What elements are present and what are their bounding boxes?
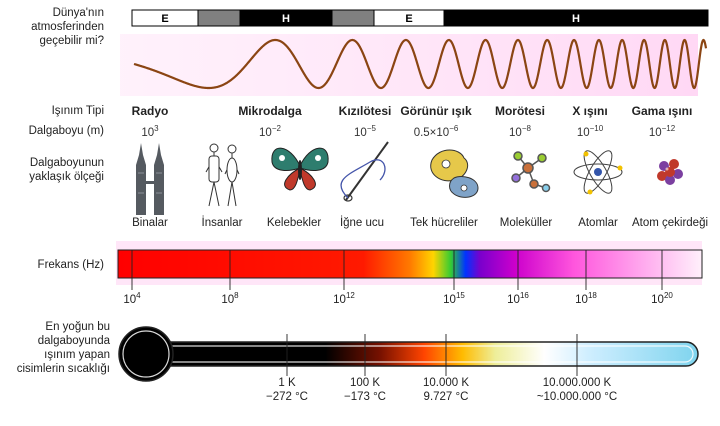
wavelength-value: 10−10	[576, 124, 604, 139]
needle-icon	[340, 141, 389, 202]
molecule-icon	[511, 151, 551, 193]
atmosphere-segment-label: E	[405, 13, 412, 25]
radiation-type-name: Görünür ışık	[400, 104, 472, 118]
butterfly-icon	[271, 147, 329, 191]
scale-object-name: Moleküller	[499, 217, 553, 229]
temperature-celsius: −272 °C	[265, 391, 308, 403]
radiation-type-name: Radyo	[131, 104, 169, 118]
temperature-kelvin: 100 K	[349, 377, 381, 389]
atom-icon	[573, 150, 623, 195]
thermometer-bulb-ring	[122, 330, 170, 378]
frequency-tick-label: 1016	[507, 291, 529, 306]
wavelength-value: 10−2	[259, 124, 281, 139]
frequency-tick-label: 1020	[651, 291, 673, 306]
frequency-tick-label: 108	[221, 291, 239, 306]
temperature-kelvin: 1 K	[278, 377, 296, 389]
scale-object-name: Atom çekirdeği	[631, 217, 709, 229]
frequency-tick-label: 1012	[333, 291, 355, 306]
temperature-celsius: 9.727 °C	[423, 391, 469, 403]
wavelength-value: 10−8	[509, 124, 531, 139]
radiation-type-name: Kızılötesi	[338, 104, 392, 118]
buildings-icon	[136, 143, 164, 215]
atmosphere-segment	[197, 9, 241, 27]
scale-object-name: Binalar	[132, 217, 168, 229]
atmosphere-segment-label: H	[282, 13, 290, 25]
radiation-type-name: X ışını	[572, 104, 608, 118]
temperature-label: En yoğun bu dalgaboyunda ışınım yapan ci…	[16, 321, 110, 375]
atmosphere-segment	[443, 9, 709, 27]
frequency-ticks	[131, 250, 663, 290]
thermometer-bulb	[118, 326, 174, 382]
frequency-label: Frekans (Hz)	[37, 259, 104, 271]
temperature-celsius: ~10.000.000 °C	[536, 391, 618, 403]
frequency-tick-label: 1015	[443, 291, 465, 306]
temperature-celsius: −173 °C	[343, 391, 386, 403]
scale-object-name: Tek hücreliler	[410, 217, 478, 229]
scale-object-name: İnsanlar	[201, 217, 243, 229]
radiation-type-name: Mikrodalga	[238, 104, 302, 118]
wavelength-value: 10−12	[648, 124, 676, 139]
temperature-kelvin: 10.000 K	[422, 377, 470, 389]
radiation-type-label: Işınım Tipi	[51, 105, 104, 117]
wavelength-label: Dalgaboyu (m)	[28, 125, 104, 137]
protozoa-icon	[430, 149, 479, 198]
wavelength-value: 0.5×10−6	[413, 124, 459, 139]
humans-icon	[205, 143, 240, 207]
scale-label: Dalgaboyunun yaklaşık ölçeği	[29, 157, 104, 183]
temperature-kelvin: 10.000.000 K	[542, 377, 612, 389]
nucleus-icon	[657, 159, 683, 185]
radiation-type-name: Morötesi	[494, 104, 545, 118]
thermometer-highlight	[151, 345, 694, 363]
frequency-tick-label: 104	[123, 291, 141, 306]
radiation-type-name: Gama ışını	[631, 104, 693, 118]
wavelength-value: 103	[141, 124, 159, 139]
scale-object-name: Atomlar	[578, 217, 618, 229]
temperature-ticks	[286, 334, 578, 376]
atmosphere-segment-label: E	[161, 13, 168, 25]
atmosphere-segment	[331, 9, 375, 27]
scale-object-name: İğne ucu	[339, 217, 385, 229]
atmosphere-segment-label: H	[572, 13, 580, 25]
frequency-spectrum-bar	[117, 249, 703, 279]
wavelength-value: 10−5	[354, 124, 376, 139]
scale-object-name: Kelebekler	[266, 217, 322, 229]
thermometer	[118, 326, 699, 382]
wave-curve	[133, 38, 708, 90]
atmosphere-label: Dünya'nın atmosferinden geçebilir mi?	[31, 7, 104, 47]
frequency-tick-label: 1018	[575, 291, 597, 306]
